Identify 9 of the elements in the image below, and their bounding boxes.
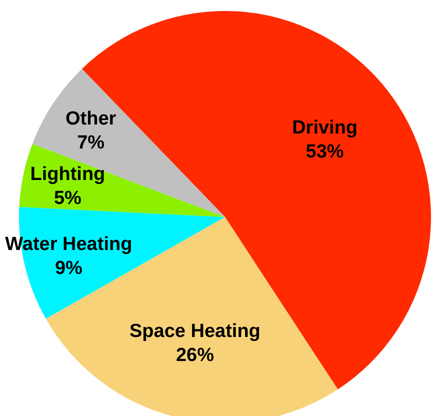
data-label: 9% <box>54 258 83 280</box>
slice-label: Other <box>66 108 117 130</box>
data-label: 7% <box>77 132 105 154</box>
slice-label: Driving <box>292 117 358 138</box>
data-label: 53% <box>306 141 344 162</box>
slice-label: Space Heating <box>130 321 260 342</box>
data-label: 26% <box>176 345 214 366</box>
data-label: 5% <box>54 188 82 210</box>
slice-label: Lighting <box>30 164 106 186</box>
